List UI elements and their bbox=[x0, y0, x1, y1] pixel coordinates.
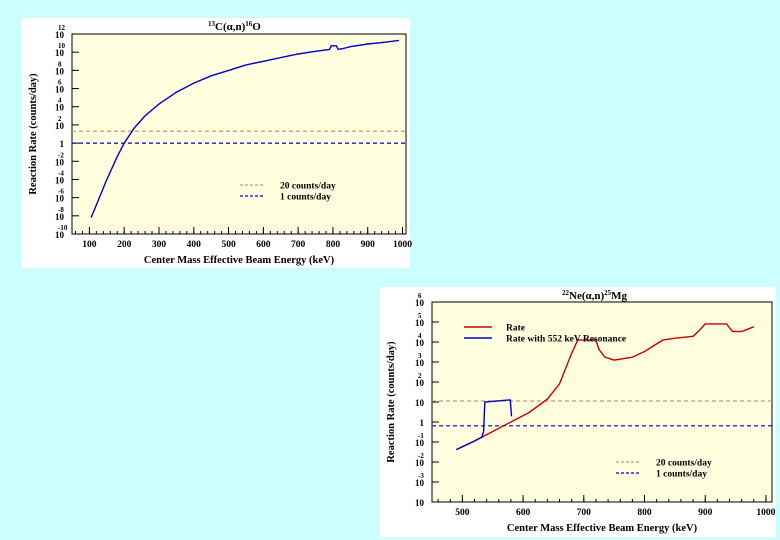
y-tick-exponent: -8 bbox=[58, 206, 64, 214]
series-legend-label: Rate bbox=[506, 324, 525, 334]
y-tick-exponent: -4 bbox=[58, 169, 64, 177]
y-tick-label: 10 bbox=[55, 66, 65, 76]
y-tick-exponent: 10 bbox=[58, 42, 66, 50]
y-tick-label: 10 bbox=[415, 358, 425, 368]
y-tick-label: 10 bbox=[415, 438, 425, 448]
y-tick-label: 10 bbox=[415, 458, 425, 468]
legend-label: 1 counts/day bbox=[280, 193, 331, 203]
chart-c13: 13C(α,n)16O 100 200 300 400 500 600 700 800 900 10… bbox=[28, 20, 412, 266]
x-tick-label: 1000 bbox=[393, 240, 412, 250]
y-tick-exponent: -6 bbox=[58, 188, 64, 196]
x-tick-label: 500 bbox=[221, 240, 236, 250]
y-tick-label: 1 bbox=[60, 139, 65, 149]
y-tick-label: 10 bbox=[55, 103, 65, 113]
x-tick-label: 500 bbox=[455, 508, 470, 518]
y-tick-label: 10 bbox=[55, 194, 65, 204]
y-tick-exponent: -1 bbox=[418, 432, 424, 440]
y-tick-exponent: 4 bbox=[418, 332, 422, 340]
series-line-rate bbox=[90, 39, 400, 218]
x-tick-label: 800 bbox=[637, 508, 652, 518]
x-tick-label: 900 bbox=[698, 508, 713, 518]
y-tick-exponent: -2 bbox=[58, 151, 64, 159]
y-tick-exponent: 6 bbox=[418, 292, 422, 300]
y-tick-exponent: 2 bbox=[418, 372, 422, 380]
chart-title: 13C(α,n)16O bbox=[208, 20, 261, 33]
y-tick-label: 10 bbox=[415, 298, 425, 308]
y-tick-exponent: 2 bbox=[58, 115, 62, 123]
y-tick-exponent: -2 bbox=[418, 452, 424, 460]
y-axis-label: Reaction Rate (counts/day) bbox=[28, 73, 39, 195]
y-axis-label: Reaction Rate (counts/day) bbox=[386, 341, 397, 463]
x-tick-label: 300 bbox=[152, 240, 167, 250]
x-tick-label: 200 bbox=[117, 240, 132, 250]
y-tick-exponent: -3 bbox=[418, 472, 424, 480]
x-tick-label: 700 bbox=[577, 508, 592, 518]
y-tick-label: 10 bbox=[55, 30, 65, 40]
y-tick-label: 10 bbox=[55, 85, 65, 95]
y-tick-exponent: 8 bbox=[58, 60, 62, 68]
plot-area bbox=[71, 33, 407, 235]
x-tick-label: 400 bbox=[187, 240, 202, 250]
y-tick-exponent: 5 bbox=[418, 312, 422, 320]
x-tick-label: 600 bbox=[516, 508, 531, 518]
y-tick-label: 1 bbox=[420, 418, 425, 428]
series-legend-label: Rate with 552 keV Resonance bbox=[506, 335, 626, 345]
legend-label: 20 counts/day bbox=[656, 459, 712, 469]
y-tick-exponent: 6 bbox=[58, 79, 62, 87]
legend-label: 20 counts/day bbox=[280, 182, 336, 192]
y-tick-exponent: -10 bbox=[58, 224, 68, 232]
y-tick-label: 10 bbox=[415, 398, 425, 408]
x-tick-label: 800 bbox=[326, 240, 341, 250]
y-tick-label: 10 bbox=[55, 212, 65, 222]
y-tick-exponent: 4 bbox=[58, 97, 62, 105]
x-tick-label: 600 bbox=[256, 240, 271, 250]
y-tick-exponent: 3 bbox=[418, 352, 422, 360]
plot-area bbox=[431, 301, 773, 503]
x-tick-label: 700 bbox=[291, 240, 306, 250]
y-tick-label: 10 bbox=[415, 478, 425, 488]
x-tick-label: 100 bbox=[82, 240, 97, 250]
chart-panel-c13: 13C(α,n)16O 100 200 300 400 500 600 700 800 900 10… bbox=[22, 18, 412, 268]
y-tick-label: 10 bbox=[55, 48, 65, 58]
y-tick-exponent: 12 bbox=[58, 24, 66, 32]
y-tick-label: 10 bbox=[55, 121, 65, 131]
y-tick-label: 10 bbox=[415, 338, 425, 348]
y-tick-label: 10 bbox=[55, 175, 65, 185]
y-tick-label: 10 bbox=[55, 230, 65, 240]
series-line-rate bbox=[456, 323, 755, 451]
x-axis-label: Center Mass Effective Beam Energy (keV) bbox=[144, 255, 335, 266]
chart-panel-ne22: 22Ne(α,n)25Mg 500 600 700 800 900 1000 10 6 10 5 10… bbox=[380, 287, 776, 537]
y-tick-label: 10 bbox=[415, 498, 425, 508]
y-tick-label: 10 bbox=[415, 318, 425, 328]
x-tick-label: 1000 bbox=[756, 508, 775, 518]
y-tick-label: 10 bbox=[55, 157, 65, 167]
x-axis-label: Center Mass Effective Beam Energy (keV) bbox=[507, 523, 698, 534]
legend-label: 1 counts/day bbox=[656, 470, 707, 480]
y-tick-label: 10 bbox=[415, 378, 425, 388]
chart-title: 22Ne(α,n)25Mg bbox=[562, 289, 628, 302]
x-tick-label: 900 bbox=[361, 240, 376, 250]
series-line-resonance bbox=[456, 399, 513, 451]
